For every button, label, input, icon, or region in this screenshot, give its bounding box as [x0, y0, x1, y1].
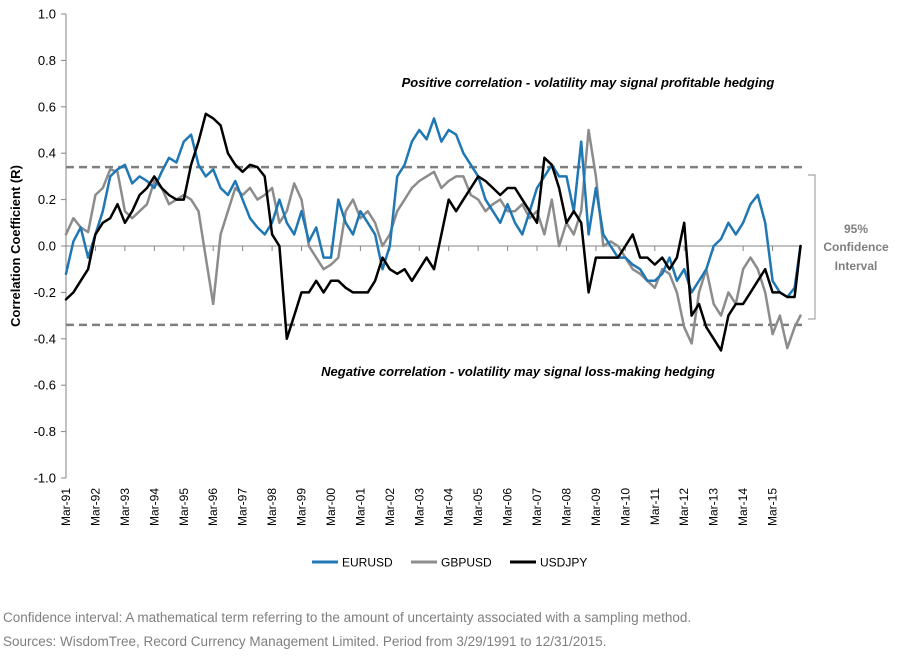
y-tick-label: -1.0	[34, 471, 56, 486]
x-tick-label: Mar-94	[147, 488, 161, 526]
footer-sources: Sources: WisdomTree, Record Currency Man…	[3, 634, 607, 649]
series-line-gbpusd	[64, 128, 802, 350]
annotation-negative: Negative correlation - volatility may si…	[321, 364, 715, 379]
y-tick-label: 0.2	[38, 192, 56, 207]
series-line-usdjpy	[64, 112, 802, 352]
y-tick-label: 0.0	[38, 239, 56, 254]
x-tick-label: Mar-14	[736, 488, 750, 526]
ci-interval-label: Interval	[835, 259, 878, 273]
legend-label-gbpusd: GBPUSD	[441, 556, 492, 570]
x-tick-label: Mar-11	[648, 488, 662, 525]
y-tick-label: 0.8	[38, 53, 56, 68]
confidence-band-group	[66, 165, 802, 327]
x-tick-label: Mar-98	[265, 488, 279, 526]
x-tick-label: Mar-06	[501, 488, 515, 526]
y-tick-label: 0.6	[38, 99, 56, 114]
x-tick-label: Mar-13	[707, 488, 721, 526]
x-tick-label: Mar-01	[353, 488, 367, 526]
x-tick-label: Mar-02	[383, 488, 397, 526]
x-tick-label: Mar-15	[766, 488, 780, 526]
y-tick-label: -0.4	[34, 331, 56, 346]
correlation-chart: 1.0 0.8 0.6 0.4 0.2 0.0 -0.2 -0.4 -0.6 -0.8 -1.0 M…	[8, 7, 889, 570]
x-tick-label: Mar-09	[589, 488, 603, 526]
series-line-eurusd	[64, 117, 802, 299]
x-tick-label: Mar-92	[88, 488, 102, 526]
x-tick-label: Mar-99	[295, 488, 309, 526]
x-tick-label: Mar-12	[677, 488, 691, 526]
x-tick-label: Mar-03	[412, 488, 426, 526]
y-tick-label: 0.4	[38, 146, 56, 161]
x-tick-label: Mar-08	[559, 488, 573, 526]
x-tick-label: Mar-10	[618, 488, 632, 526]
series-group	[64, 112, 802, 352]
x-tick-label: Mar-00	[324, 488, 338, 526]
legend-label-usdjpy: USDJPY	[540, 556, 587, 570]
y-tick-group: 1.0 0.8 0.6 0.4 0.2 0.0 -0.2 -0.4 -0.6 -0.8 -1.0	[34, 7, 66, 486]
legend: EURUSD GBPUSD USDJPY	[312, 556, 587, 570]
x-tick-label: Mar-04	[442, 488, 456, 526]
x-tick-label: Mar-93	[118, 488, 132, 526]
y-axis-label: Correlation Coefficient (R)	[8, 165, 23, 327]
x-tick-label: Mar-91	[59, 488, 73, 526]
ci-confidence-label: Confidence	[823, 240, 889, 254]
y-tick-label: -0.6	[34, 378, 56, 393]
x-tick-label: Mar-95	[177, 488, 191, 526]
x-tick-label: Mar-07	[530, 488, 544, 526]
y-tick-label: -0.8	[34, 424, 56, 439]
x-tick-group: Mar-91 Mar-92 Mar-93 Mar-94 Mar-95 Mar-96 Mar-…	[59, 246, 780, 526]
legend-label-eurusd: EURUSD	[342, 556, 393, 570]
x-tick-label: Mar-96	[206, 488, 220, 526]
confidence-interval-bracket	[808, 174, 816, 320]
annotation-positive: Positive correlation - volatility may si…	[402, 75, 775, 90]
ci-percent-label: 95%	[844, 222, 868, 236]
y-tick-label: -0.2	[34, 285, 56, 300]
x-tick-label: Mar-05	[471, 488, 485, 526]
x-tick-label: Mar-97	[236, 488, 250, 526]
y-tick-label: 1.0	[38, 7, 56, 22]
footer-definition: Confidence interval: A mathematical term…	[3, 610, 692, 625]
